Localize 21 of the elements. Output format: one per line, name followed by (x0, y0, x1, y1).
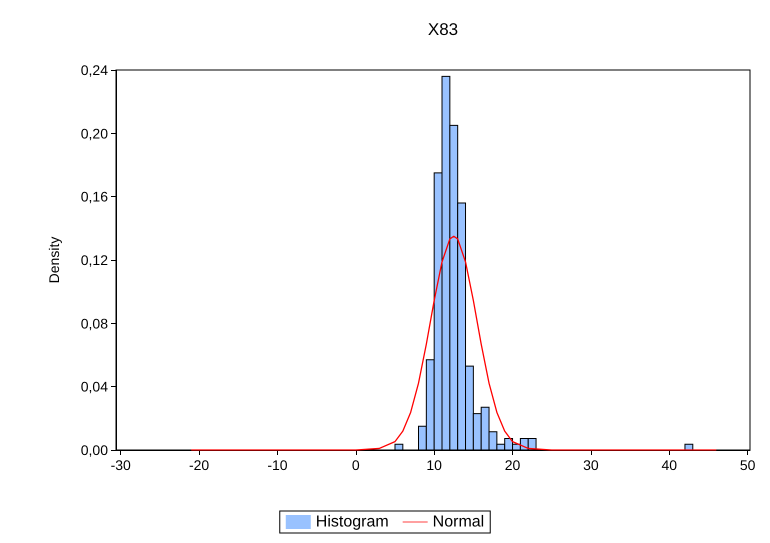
x-tick-label: 30 (583, 457, 599, 473)
x-tick-label: -20 (188, 457, 210, 473)
y-axis-title: Density (46, 236, 62, 284)
x-tick-label: 20 (504, 457, 521, 473)
y-tick-label: 0,24 (80, 62, 108, 78)
y-tick-label: 0,16 (80, 188, 108, 205)
x-tick-label: 10 (426, 457, 442, 473)
legend-label: Normal (432, 514, 484, 530)
y-tick-label: 0,20 (80, 125, 108, 142)
y-tick-label: 0,04 (80, 378, 108, 395)
x-tick-label: -30 (110, 457, 132, 473)
x-tick-label: 40 (661, 457, 678, 473)
y-tick-label: 0,00 (80, 442, 108, 458)
x-tick-label: 0 (352, 457, 360, 473)
chart-title: X83 (428, 20, 458, 39)
legend-label: Histogram (316, 514, 389, 530)
y-tick-label: 0,12 (80, 252, 108, 268)
line-series (190, 236, 717, 451)
x-tick-label: -10 (267, 457, 288, 473)
y-tick-label: 0,08 (80, 315, 108, 332)
x-tick-label: 50 (740, 457, 756, 473)
